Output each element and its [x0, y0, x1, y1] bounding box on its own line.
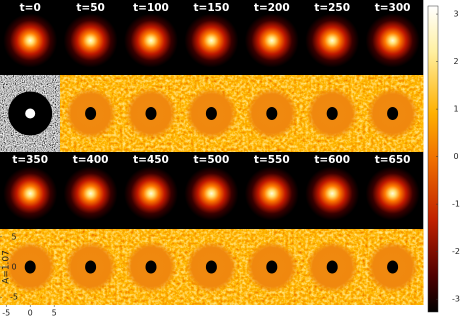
colorbar-tick-label: 1	[453, 105, 458, 114]
colorbar-tick-label: 0	[453, 152, 458, 161]
time-label: t=250	[314, 2, 350, 14]
panel	[302, 75, 363, 152]
panel: t=450	[120, 152, 182, 229]
hole	[326, 107, 338, 120]
x-tick-label: 0	[28, 309, 33, 318]
y-tick-label: 5	[11, 232, 16, 241]
panel: t=550	[241, 152, 303, 229]
colorbar-tick-label: 2	[453, 57, 458, 66]
panel: t=100	[120, 0, 182, 75]
panel: t=350	[0, 152, 61, 229]
hole	[266, 107, 278, 120]
density-glow	[3, 166, 58, 221]
panel: t=200	[241, 0, 303, 75]
y-tick-label: -5	[10, 293, 18, 302]
time-label: t=400	[73, 154, 109, 166]
panel: t=300	[362, 0, 424, 75]
time-label: t=450	[133, 154, 169, 166]
panel: t=50	[60, 0, 122, 75]
panel	[181, 75, 243, 152]
time-label: t=150	[194, 2, 230, 14]
panel	[181, 229, 243, 305]
density-glow	[365, 166, 420, 221]
hole	[85, 260, 97, 274]
hole	[266, 260, 278, 274]
density-glow	[3, 13, 58, 68]
colorbar-tick-label: -2	[452, 247, 460, 256]
density-glow	[124, 166, 178, 221]
density-glow	[184, 13, 239, 68]
colorbar-tick-label: 3	[453, 10, 458, 19]
hole	[205, 107, 217, 120]
density-glow	[305, 13, 360, 68]
panel: t=150	[181, 0, 243, 75]
panel	[241, 229, 303, 305]
panel	[60, 75, 122, 152]
time-label: t=500	[194, 154, 230, 166]
y-label: A=1.07	[2, 250, 12, 284]
time-label: t=650	[375, 154, 411, 166]
density-glow	[63, 166, 118, 221]
panel: t=600	[302, 152, 363, 229]
panel: t=0	[0, 0, 61, 75]
hole	[387, 107, 399, 120]
panel	[362, 229, 424, 305]
time-label: t=600	[314, 154, 350, 166]
hole	[326, 260, 338, 274]
y-tick-label: 0	[11, 263, 16, 272]
density-glow	[305, 166, 360, 221]
colorbar-tick-label: -3	[452, 295, 460, 304]
density-glow	[244, 166, 299, 221]
hole	[145, 260, 157, 274]
colorbar	[427, 5, 439, 313]
panel	[241, 75, 303, 152]
panels: t=0 t=50 t=100 t=150 t=200 t=250 t=300 t=350 t=4…	[0, 0, 424, 305]
panel: t=650	[362, 152, 424, 229]
hole	[205, 260, 217, 274]
time-label: t=200	[254, 2, 290, 14]
panel	[120, 229, 182, 305]
density-glow	[124, 13, 178, 68]
panel	[362, 75, 424, 152]
time-label: t=0	[20, 2, 41, 14]
time-label: t=550	[254, 154, 290, 166]
density-glow	[63, 13, 118, 68]
colorbar-tick-label: -1	[452, 200, 460, 209]
x-tick-label: 5	[52, 309, 57, 318]
hole	[145, 107, 157, 120]
x-tick-label: -5	[2, 309, 10, 318]
density-glow	[365, 13, 420, 68]
panel: t=400	[60, 152, 122, 229]
time-label: t=350	[12, 154, 48, 166]
panel: t=500	[181, 152, 243, 229]
time-label: t=50	[76, 2, 104, 14]
density-glow	[184, 166, 239, 221]
hole	[24, 260, 36, 274]
density-glow	[244, 13, 299, 68]
panel	[302, 229, 363, 305]
panel	[0, 229, 61, 305]
hole	[85, 107, 97, 120]
panel: t=250	[302, 0, 363, 75]
time-label: t=300	[375, 2, 411, 14]
hole	[387, 260, 399, 274]
panel	[60, 229, 122, 305]
core	[25, 108, 36, 119]
time-label: t=100	[133, 2, 169, 14]
panel	[120, 75, 182, 152]
panel	[0, 75, 61, 152]
